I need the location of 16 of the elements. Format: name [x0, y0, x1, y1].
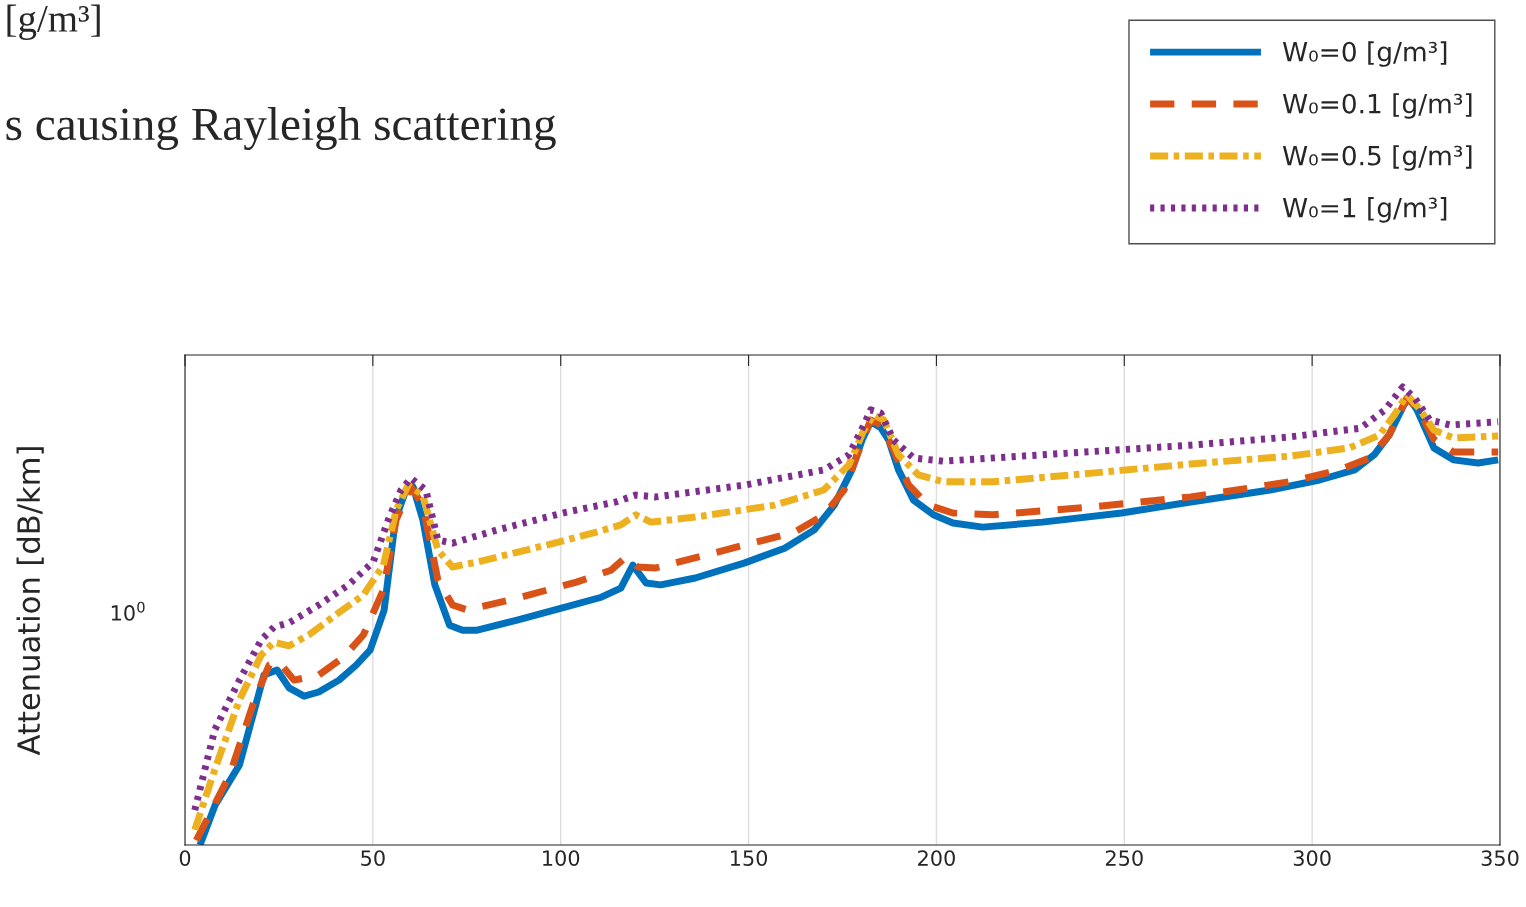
x-tick-label: 300	[1293, 850, 1331, 866]
legend-label: W₀=0 [g/m³]	[1282, 41, 1447, 67]
legend-label: W₀=1 [g/m³]	[1282, 197, 1447, 223]
x-tick-label: 0	[179, 850, 191, 866]
x-tick-label: 350	[1481, 850, 1519, 866]
x-tick-label: 150	[730, 850, 768, 866]
x-tick-label: 200	[918, 850, 955, 866]
y-axis-title: Attenuation [dB/km]	[16, 447, 44, 756]
x-tick-label: 50	[361, 850, 385, 866]
x-tick-label: 250	[1105, 850, 1143, 866]
text: [g/m³]	[7, 4, 100, 40]
legend-label: W₀=0.5 [g/m³]	[1282, 145, 1472, 171]
text: s causing Rayleigh scattering	[6, 107, 556, 150]
x-tick-label: 100	[543, 850, 580, 866]
legend-label: W₀=0.1 [g/m³]	[1282, 93, 1472, 119]
text: 10$^{0}$	[111, 601, 145, 621]
